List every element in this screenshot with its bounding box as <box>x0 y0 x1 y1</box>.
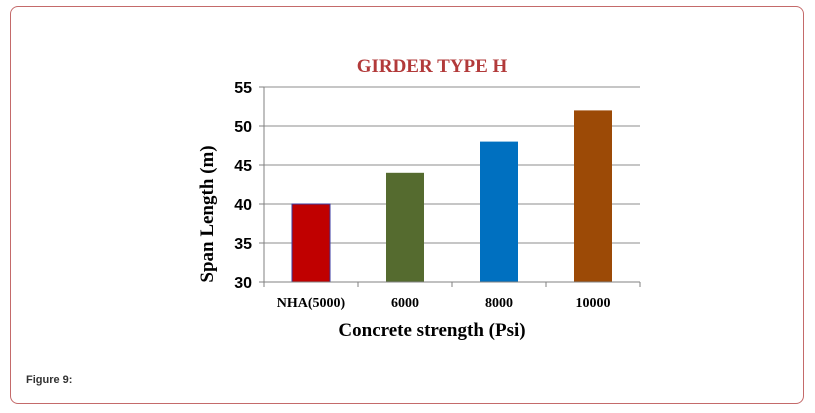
chart-title: GIRDER TYPE H <box>357 56 508 77</box>
y-tick-labels: 30 35 40 45 50 55 <box>234 80 252 292</box>
y-tick-label: 45 <box>234 158 252 175</box>
y-tick-label: 50 <box>234 119 252 136</box>
x-tick-labels: NHA(5000) 6000 8000 10000 <box>277 296 611 311</box>
bar-6000 <box>386 172 424 282</box>
bar-nha-5000 <box>291 203 331 283</box>
bar-10000 <box>574 110 612 283</box>
y-tick-label: 40 <box>234 197 252 214</box>
x-axis-label: Concrete strength (Psi) <box>338 320 525 341</box>
y-tick-label: 30 <box>234 275 252 292</box>
x-tick-label: NHA(5000) <box>277 296 346 311</box>
x-tick-label: 6000 <box>391 296 419 311</box>
bar-8000 <box>480 141 518 282</box>
bars <box>263 110 641 287</box>
y-tick-label: 35 <box>234 236 252 253</box>
y-axis-label: Span Length (m) <box>197 145 218 282</box>
x-tick-label: 8000 <box>485 296 513 311</box>
y-tick-label: 55 <box>234 80 252 97</box>
figure-frame <box>10 6 804 404</box>
x-tick-label: 10000 <box>576 296 611 311</box>
figure-caption: Figure 9: <box>26 374 73 386</box>
